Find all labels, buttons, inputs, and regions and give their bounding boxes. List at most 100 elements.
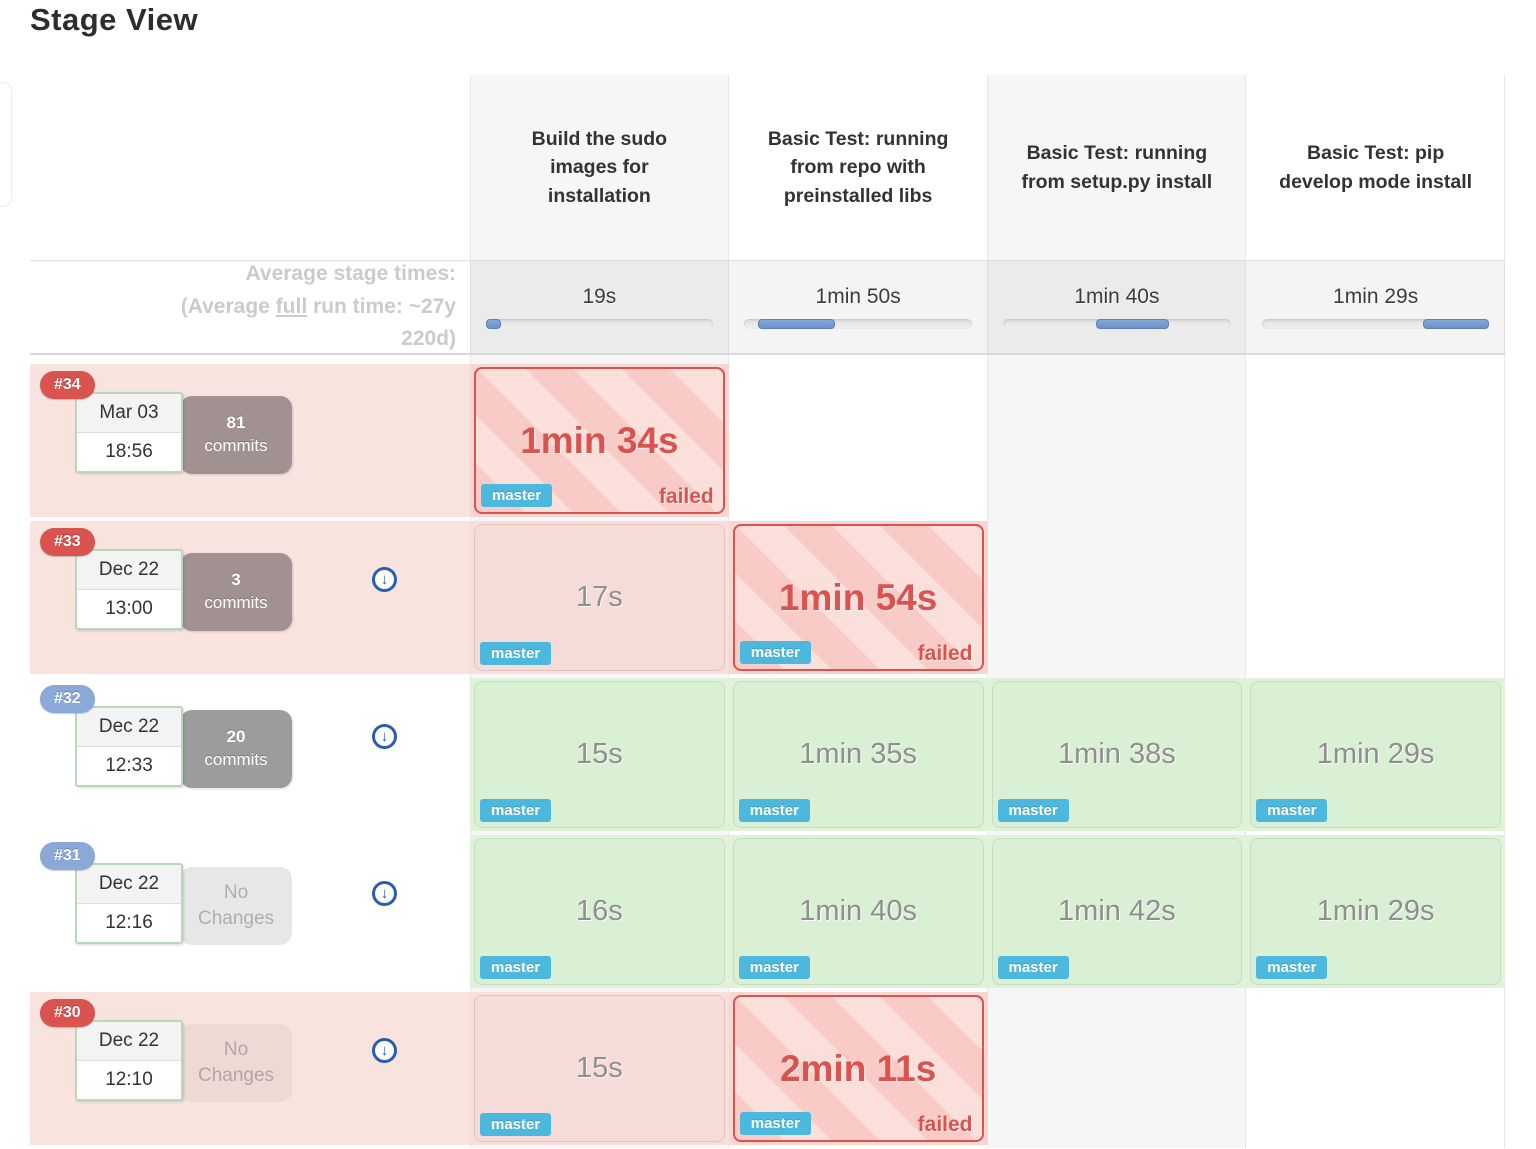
stage-cell-success[interactable]: 1min 40s master bbox=[732, 838, 984, 985]
stage-timeline-bar bbox=[1096, 319, 1170, 329]
branch-badge: master bbox=[1256, 799, 1328, 822]
full-run-time-link[interactable]: full bbox=[275, 294, 308, 318]
stage-cell-failed[interactable]: 2min 11s master failed bbox=[732, 995, 984, 1142]
stage-duration: 1min 42s bbox=[1058, 895, 1176, 927]
build-datetime[interactable]: Dec 22 12:10 bbox=[75, 1020, 183, 1101]
stage-cell-success[interactable]: 1min 42s master bbox=[991, 838, 1243, 985]
stage-duration: 15s bbox=[575, 738, 623, 770]
build-row-34: #34 Mar 03 18:56 81 commits 1min 34s mas… bbox=[30, 364, 1505, 517]
average-time-value: 1min 50s bbox=[815, 285, 901, 308]
build-number-badge[interactable]: #34 bbox=[40, 371, 95, 399]
branch-badge: master bbox=[1256, 956, 1328, 979]
stage-cell-success[interactable]: 1min 35s master bbox=[732, 681, 984, 828]
stage-cell-empty bbox=[988, 364, 1247, 517]
branch-badge: master bbox=[480, 799, 552, 822]
branch-badge: master bbox=[997, 799, 1069, 822]
stage-cell: 1min 42s master bbox=[987, 835, 1247, 988]
build-number-badge[interactable]: #32 bbox=[40, 685, 95, 713]
branch-badge: master bbox=[997, 956, 1069, 979]
stage-cell-empty bbox=[988, 521, 1247, 674]
changes-badge: No Changes bbox=[180, 1024, 292, 1102]
branch-badge: master bbox=[480, 1113, 552, 1136]
average-time-value: 1min 29s bbox=[1333, 285, 1419, 308]
changes-badge[interactable]: 20 commits bbox=[180, 710, 292, 788]
stage-cell-empty bbox=[1246, 521, 1505, 674]
stage-cell-failed[interactable]: 1min 54s master failed bbox=[732, 524, 984, 671]
stage-cell: 17s master bbox=[470, 521, 729, 674]
build-datetime[interactable]: Dec 22 12:16 bbox=[75, 863, 183, 944]
stage-cell: 1min 29s master bbox=[1246, 678, 1505, 831]
stage-cell-empty bbox=[1246, 364, 1505, 517]
build-rows: #34 Mar 03 18:56 81 commits 1min 34s mas… bbox=[30, 364, 1505, 1149]
partial-panel bbox=[0, 82, 12, 207]
build-datetime[interactable]: Mar 03 18:56 bbox=[75, 392, 183, 473]
changes-badge[interactable]: 81 commits bbox=[180, 396, 292, 474]
download-arrow-icon[interactable]: ↓ bbox=[372, 881, 397, 906]
average-stage-time: 1min 50s bbox=[728, 261, 988, 353]
branch-badge: master bbox=[481, 484, 553, 507]
build-number-badge[interactable]: #33 bbox=[40, 528, 95, 556]
average-time-value: 19s bbox=[582, 285, 617, 308]
stage-cell-success[interactable]: 1min 38s master bbox=[991, 681, 1243, 828]
changes-badge: No Changes bbox=[180, 867, 292, 945]
stage-duration: 1min 54s bbox=[778, 576, 938, 618]
failed-label: failed bbox=[917, 1113, 973, 1136]
stage-duration: 2min 11s bbox=[779, 1047, 937, 1089]
build-date-text: Dec 22 bbox=[77, 865, 181, 904]
stage-cell-success[interactable]: 17s master bbox=[474, 524, 725, 671]
build-info: #32 Dec 22 12:33 20 commits ↓ bbox=[30, 678, 470, 831]
build-row-33: #33 Dec 22 13:00 3 commits ↓ 17s master bbox=[30, 521, 1505, 674]
build-row-31: #31 Dec 22 12:16 No Changes ↓ 16s master bbox=[30, 835, 1505, 988]
build-date-text: Dec 22 bbox=[77, 708, 181, 747]
stage-cell: 1min 40s master bbox=[728, 835, 988, 988]
download-arrow-icon[interactable]: ↓ bbox=[372, 1038, 397, 1063]
build-info: #31 Dec 22 12:16 No Changes ↓ bbox=[30, 835, 470, 988]
download-arrow-icon[interactable]: ↓ bbox=[372, 724, 397, 749]
failed-label: failed bbox=[917, 642, 973, 665]
stage-cell-empty bbox=[729, 364, 988, 517]
stage-cell-success[interactable]: 1min 29s master bbox=[1250, 838, 1501, 985]
build-datetime[interactable]: Dec 22 13:00 bbox=[75, 549, 183, 630]
stage-duration: 15s bbox=[575, 1052, 623, 1084]
average-stage-time: 1min 40s bbox=[987, 261, 1247, 353]
branch-badge: master bbox=[739, 1112, 811, 1135]
build-number-badge[interactable]: #30 bbox=[40, 999, 95, 1027]
average-times-label: Average stage times: (Average full run t… bbox=[180, 262, 456, 351]
average-stage-time: 1min 29s bbox=[1246, 261, 1505, 353]
build-date-text: Mar 03 bbox=[77, 394, 181, 433]
build-number-badge[interactable]: #31 bbox=[40, 842, 95, 870]
download-arrow-icon[interactable]: ↓ bbox=[372, 567, 397, 592]
stage-cell: 2min 11s master failed bbox=[728, 992, 988, 1145]
stage-cell-success[interactable]: 15s master bbox=[474, 995, 725, 1142]
stage-duration: 1min 29s bbox=[1316, 895, 1435, 927]
build-datetime[interactable]: Dec 22 12:33 bbox=[75, 706, 183, 787]
stage-header: Build the sudo images for installation bbox=[531, 128, 668, 207]
stage-header: Basic Test: running from setup.py instal… bbox=[1021, 142, 1213, 193]
build-time-text: 12:10 bbox=[77, 1061, 181, 1099]
branch-badge: master bbox=[480, 642, 552, 665]
stage-cell-success[interactable]: 1min 29s master bbox=[1250, 681, 1501, 828]
stage-duration: 1min 29s bbox=[1316, 738, 1435, 770]
stage-timeline-bar bbox=[485, 319, 502, 329]
average-time-value: 1min 40s bbox=[1074, 285, 1160, 308]
stage-timeline-track bbox=[1003, 319, 1231, 329]
stage-cell-failed[interactable]: 1min 34s master failed bbox=[474, 367, 725, 514]
build-row-32: #32 Dec 22 12:33 20 commits ↓ 15s master bbox=[30, 678, 1505, 831]
stage-timeline-track bbox=[485, 319, 714, 329]
stage-cell: 16s master bbox=[470, 835, 729, 988]
branch-badge: master bbox=[738, 956, 810, 979]
stage-cell-success[interactable]: 16s master bbox=[474, 838, 725, 985]
branch-badge: master bbox=[738, 799, 810, 822]
stage-header: Basic Test: pip develop mode install bbox=[1279, 142, 1473, 193]
stage-duration: 1min 35s bbox=[799, 738, 917, 770]
build-time-text: 12:16 bbox=[77, 904, 181, 942]
stage-cell-success[interactable]: 15s master bbox=[474, 681, 725, 828]
build-time-text: 12:33 bbox=[77, 747, 181, 785]
stage-duration: 16s bbox=[575, 895, 623, 927]
stage-view-table: Build the sudo images for installation B… bbox=[30, 75, 1505, 1148]
build-date-text: Dec 22 bbox=[77, 551, 181, 590]
changes-badge[interactable]: 3 commits bbox=[180, 553, 292, 631]
page-title: Stage View bbox=[30, 2, 199, 37]
build-date-text: Dec 22 bbox=[77, 1022, 181, 1061]
failed-label: failed bbox=[658, 485, 714, 508]
